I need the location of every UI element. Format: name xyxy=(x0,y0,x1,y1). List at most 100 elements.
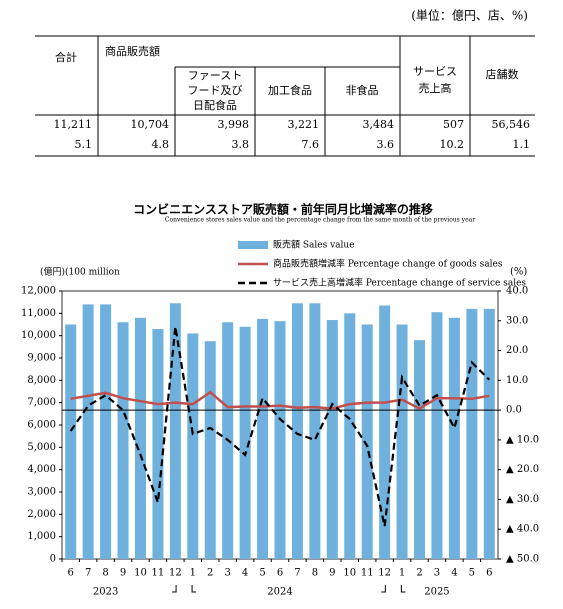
table-cell: 3.6 xyxy=(377,138,395,151)
y-tick-label: 8,000 xyxy=(27,375,56,386)
x-tick-label: 8 xyxy=(312,568,318,579)
x-tick-label: 3 xyxy=(434,568,440,579)
table-header: 日配食品 xyxy=(193,98,237,112)
table-header: ファースト xyxy=(188,69,242,82)
bar xyxy=(134,317,146,559)
y2-tick-label: ▲ 30.0 xyxy=(506,494,539,505)
year-separator xyxy=(172,585,197,593)
y2-tick-label: ▲ 20.0 xyxy=(506,464,539,475)
bar xyxy=(361,324,373,559)
bar xyxy=(187,333,199,559)
table-cell: 10.2 xyxy=(440,138,465,151)
x-tick-label: 5 xyxy=(469,568,475,579)
table-cell: 7.6 xyxy=(302,138,320,151)
x-tick-label: 9 xyxy=(329,568,335,579)
table-header: 合計 xyxy=(55,50,77,64)
x-tick-label: 8 xyxy=(102,568,108,579)
table-cell: 10,704 xyxy=(131,118,170,131)
chart-subtitle: Convenience stores sales value and the p… xyxy=(165,217,475,224)
legend-swatch xyxy=(238,241,268,249)
y-tick-label: 9,000 xyxy=(27,353,56,364)
bar xyxy=(65,324,77,559)
unit-note: (単位：億円、店、%) xyxy=(411,8,528,23)
y2-axis-label: (%) xyxy=(510,267,527,278)
table-header: 商品販売額 xyxy=(105,44,160,58)
table-cell: 3,484 xyxy=(363,118,395,131)
y2-tick-label: ▲ 50.0 xyxy=(506,554,539,565)
x-tick-label: 12 xyxy=(169,568,182,579)
line-series xyxy=(70,390,490,411)
x-tick-label: 12 xyxy=(378,568,391,579)
line-series xyxy=(69,326,491,527)
y-tick-label: 1,000 xyxy=(27,531,56,542)
x-tick-label: 1 xyxy=(190,568,196,579)
y2-tick-label: 30.0 xyxy=(506,315,528,326)
x-tick-label: 10 xyxy=(343,568,356,579)
bar xyxy=(448,317,460,559)
bar xyxy=(82,304,94,559)
year-label: 2024 xyxy=(267,587,292,598)
y2-tick-label: 40.0 xyxy=(506,286,528,297)
table-header: 売上高 xyxy=(419,81,452,95)
x-tick-label: 6 xyxy=(486,568,492,579)
bar xyxy=(326,320,338,559)
y-tick-label: 7,000 xyxy=(27,397,56,408)
bar xyxy=(274,321,286,559)
chart-title: コンビニエンスストア販売額・前年同月比増減率の推移 xyxy=(133,202,433,217)
bar xyxy=(169,303,181,559)
y2-tick-label: 10.0 xyxy=(506,375,528,386)
x-tick-label: 3 xyxy=(224,568,230,579)
x-tick-label: 4 xyxy=(451,568,457,579)
x-tick-label: 6 xyxy=(277,568,283,579)
x-tick-label: 7 xyxy=(85,568,91,579)
y-tick-label: 5,000 xyxy=(27,442,56,453)
y2-tick-label: ▲ 10.0 xyxy=(506,434,539,445)
table-header: 店舗数 xyxy=(486,67,519,81)
bar xyxy=(431,312,443,559)
bar xyxy=(257,318,269,559)
y-tick-label: 11,000 xyxy=(21,308,56,319)
table-cell: 4.8 xyxy=(152,138,170,151)
table-header: 加工食品 xyxy=(268,83,312,97)
y2-tick-label: 0.0 xyxy=(506,405,522,416)
table-cell: 5.1 xyxy=(75,138,93,151)
table-cell: 1.1 xyxy=(513,138,531,151)
bar xyxy=(291,303,303,559)
y-axis-label: (億円)(100 million xyxy=(40,266,120,278)
table-cell: 3.8 xyxy=(232,138,250,151)
table-cell: 11,211 xyxy=(54,118,93,131)
x-tick-label: 11 xyxy=(152,568,165,579)
legend-label: サービス売上高増減率 Percentage change of service … xyxy=(273,277,526,289)
y-tick-label: 12,000 xyxy=(21,286,56,297)
table-lines xyxy=(35,35,535,157)
bar xyxy=(100,304,112,559)
bar xyxy=(309,303,321,559)
bar xyxy=(414,340,426,559)
y2-tick-label: 20.0 xyxy=(506,345,528,356)
table-cell: 3,998 xyxy=(218,118,250,131)
x-tick-label: 1 xyxy=(399,568,405,579)
table-cell: 507 xyxy=(443,118,464,131)
x-tick-label: 2 xyxy=(416,568,422,579)
table-cell: 3,221 xyxy=(288,118,320,131)
bar xyxy=(152,328,164,559)
y2-tick-label: ▲ 40.0 xyxy=(506,524,539,535)
x-tick-label: 11 xyxy=(361,568,374,579)
y-tick-label: 10,000 xyxy=(21,330,56,341)
year-label: 2023 xyxy=(93,587,118,598)
x-tick-label: 5 xyxy=(259,568,265,579)
table-cell: 56,546 xyxy=(492,118,531,131)
bar xyxy=(117,322,129,559)
y-tick-label: 4,000 xyxy=(27,464,56,475)
legend-label: 商品販売額増減率 Percentage change of goods sale… xyxy=(273,258,503,270)
bar xyxy=(239,326,251,559)
bar xyxy=(396,324,408,559)
table-header: フード及び xyxy=(188,84,243,97)
table-header: 非食品 xyxy=(346,83,379,97)
year-separator xyxy=(381,585,406,593)
bar xyxy=(379,305,391,559)
y-tick-label: 6,000 xyxy=(27,420,56,431)
x-tick-label: 9 xyxy=(120,568,126,579)
y-tick-label: 2,000 xyxy=(27,509,56,520)
